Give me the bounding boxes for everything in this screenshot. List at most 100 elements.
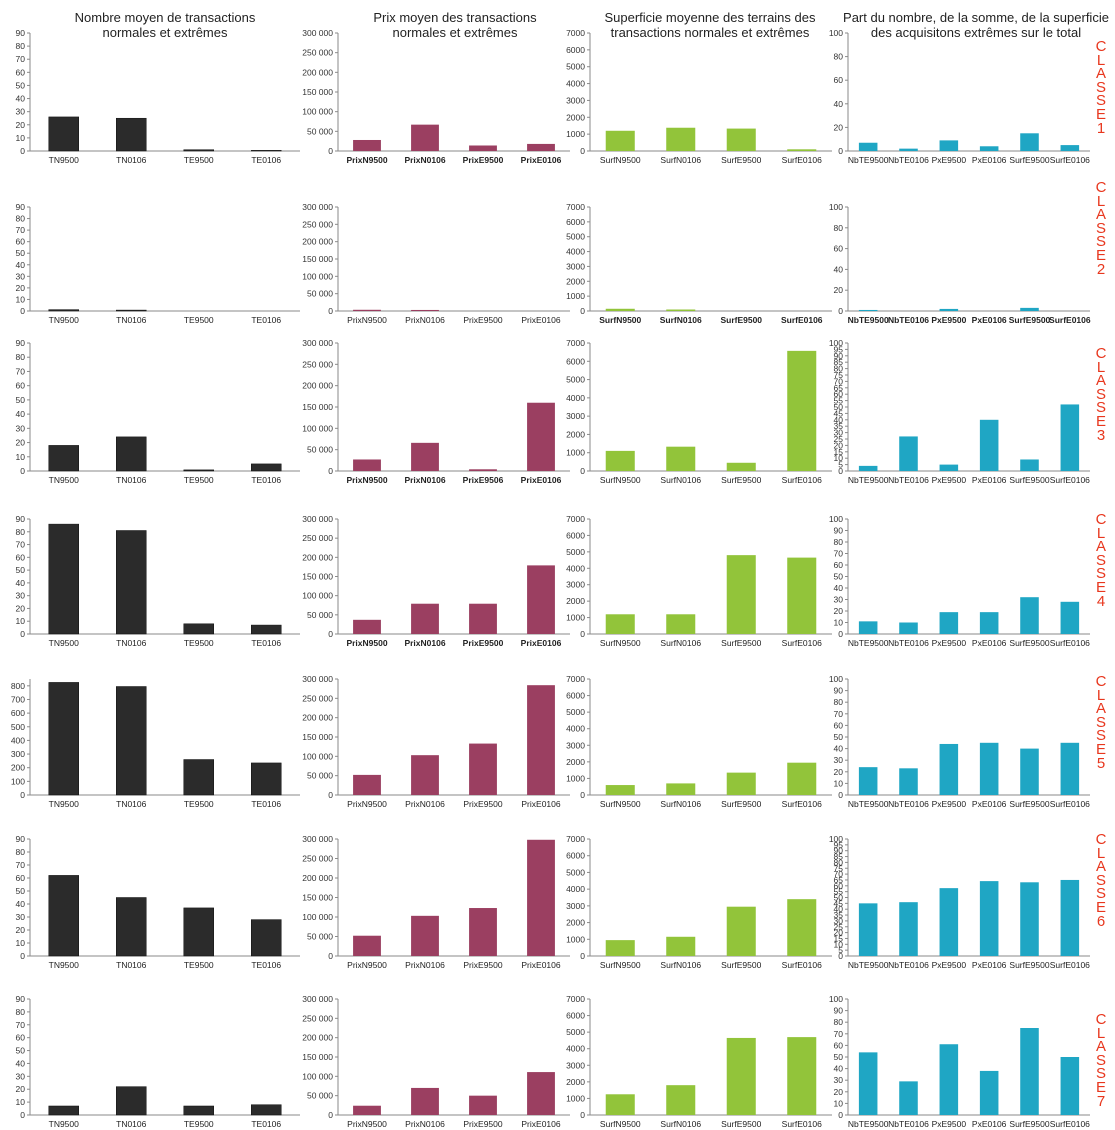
y-tick-label: 80 <box>16 1007 26 1017</box>
x-tick-label: PrixN9500 <box>346 638 387 648</box>
x-tick-label: TN0106 <box>116 638 147 648</box>
bar-SurfE9500 <box>726 1037 756 1115</box>
bar-SurfN0106 <box>666 446 696 471</box>
column-title-superficie: Superficie moyenne des terrains des tran… <box>604 10 816 40</box>
y-tick-label: 50 <box>16 248 26 258</box>
column-title-nombre: Nombre moyen de transactions normales et… <box>74 10 256 40</box>
y-tick-label: 1000 <box>566 129 585 139</box>
y-tick-label: 4000 <box>566 247 585 257</box>
y-tick-label: 30 <box>16 271 26 281</box>
y-tick-label: 60 <box>16 237 26 247</box>
x-tick-label: TE0106 <box>251 638 281 648</box>
y-tick-label: 40 <box>834 264 844 274</box>
y-tick-label: 90 <box>16 338 26 348</box>
x-tick-label: SurfE0106 <box>1050 155 1090 165</box>
y-tick-label: 5000 <box>566 375 585 385</box>
bar-SurfE9500 <box>1020 748 1039 795</box>
y-tick-label: 200 000 <box>302 237 333 247</box>
bar-PrixN0106 <box>411 603 439 634</box>
bar-SurfE0106 <box>787 762 817 795</box>
y-tick-label: 150 000 <box>302 893 333 903</box>
y-tick-label: 300 000 <box>302 834 333 844</box>
y-tick-label: 6000 <box>566 530 585 540</box>
y-tick-label: 50 <box>834 732 844 742</box>
y-tick-label: 6000 <box>566 217 585 227</box>
x-tick-label: SurfE9500 <box>721 960 761 970</box>
chart-r3-c2: 0 50 000 100 000 150 000 200 000 250 000 300 0… <box>302 338 570 485</box>
y-tick-label: 80 <box>16 214 26 224</box>
bar-PrixN9500 <box>353 459 381 471</box>
y-tick-label: 300 000 <box>302 28 333 38</box>
y-tick-label: 40 <box>16 899 26 909</box>
x-tick-label: PrixE9500 <box>463 960 502 970</box>
y-tick-label: 40 <box>834 99 844 109</box>
y-tick-label: 100 <box>829 202 843 212</box>
y-tick-label: 5000 <box>566 547 585 557</box>
x-tick-label: TN9500 <box>49 1119 80 1129</box>
y-tick-label: 600 <box>11 708 25 718</box>
y-tick-label: 0 <box>580 790 585 800</box>
y-tick-label: 0 <box>838 146 843 156</box>
x-tick-label: TE9500 <box>184 155 214 165</box>
y-tick-label: 65 <box>834 875 844 885</box>
y-tick-label: 250 000 <box>302 533 333 543</box>
y-tick-label: 7000 <box>566 202 585 212</box>
chart-r3-c4: 0510152025303540455055606570758085909510… <box>829 338 1090 485</box>
y-tick-label: 0 <box>328 146 333 156</box>
y-tick-label: 50 <box>834 893 844 903</box>
x-tick-label: PrixN9500 <box>346 155 387 165</box>
chart-r5-c1: 0 100 200 300 400 500 600 700 800 TN9500 TN0106 TE9… <box>11 679 300 809</box>
bar-SurfE0106 <box>1060 742 1080 795</box>
y-tick-label: 0 <box>580 1110 585 1120</box>
bar-TE0106 <box>251 919 282 957</box>
bar-PrixN0106 <box>411 1087 439 1115</box>
bar-TE9500 <box>183 759 214 796</box>
x-tick-label: NbTE0106 <box>888 960 929 970</box>
y-tick-label: 0 <box>580 466 585 476</box>
y-tick-label: 10 <box>16 616 26 626</box>
y-tick-label: 100 <box>829 338 843 348</box>
y-tick-label: 30 <box>834 428 844 438</box>
class-label-6: C L A S S E 6 <box>1095 831 1107 930</box>
y-tick-label: 55 <box>834 887 844 897</box>
x-tick-label: TN9500 <box>49 638 80 648</box>
x-tick-label: TE9500 <box>184 475 214 485</box>
y-tick-label: 70 <box>834 549 844 559</box>
bar-PxE9500 <box>939 612 959 634</box>
class-label-3: C L A S S E 3 <box>1095 345 1107 444</box>
y-tick-label: 200 000 <box>302 67 333 77</box>
bar-PrixN9500 <box>353 774 381 795</box>
chart-r4-c2: 0 50 000 100 000 150 000 200 000 250 000 300 0… <box>302 514 570 648</box>
y-tick-label: 100 <box>829 674 843 684</box>
y-tick-label: 0 <box>838 951 843 961</box>
y-tick-label: 10 <box>16 133 26 143</box>
x-tick-label: PrixE9500 <box>463 155 504 165</box>
y-tick-label: 35 <box>834 421 844 431</box>
x-tick-label: TN9500 <box>49 799 80 809</box>
y-tick-label: 50 <box>16 565 26 575</box>
y-tick-label: 250 000 <box>302 854 333 864</box>
bar-SurfE0106 <box>1060 601 1080 634</box>
y-tick-label: 6000 <box>566 356 585 366</box>
y-tick-label: 7000 <box>566 994 585 1004</box>
y-tick-label: 0 <box>328 466 333 476</box>
y-tick-label: 1000 <box>566 934 585 944</box>
y-tick-label: 60 <box>834 389 844 399</box>
y-tick-label: 50 000 <box>307 126 333 136</box>
x-tick-label: SurfE0106 <box>782 1119 822 1129</box>
x-tick-label: SurfE9500 <box>721 1119 761 1129</box>
bar-NbTE0106 <box>899 622 918 634</box>
y-tick-label: 3000 <box>566 95 585 105</box>
y-tick-label: 7000 <box>566 834 585 844</box>
x-tick-label: PrixN9500 <box>347 960 387 970</box>
y-tick-label: 0 <box>838 466 843 476</box>
y-tick-label: 100 <box>829 994 843 1004</box>
x-tick-label: NbTE0106 <box>888 638 929 648</box>
bar-SurfE9500 <box>1020 307 1039 311</box>
bar-PrixN0106 <box>411 124 439 151</box>
bar-PxE9500 <box>939 743 959 795</box>
x-tick-label: TE9500 <box>184 1119 214 1129</box>
chart-r6-c1: 0 10 20 30 40 50 60 70 80 90 TN9500 TN0106 TE9500 TE0… <box>16 834 300 970</box>
bar-PrixE0106 <box>527 1072 555 1115</box>
y-tick-label: 0 <box>20 790 25 800</box>
